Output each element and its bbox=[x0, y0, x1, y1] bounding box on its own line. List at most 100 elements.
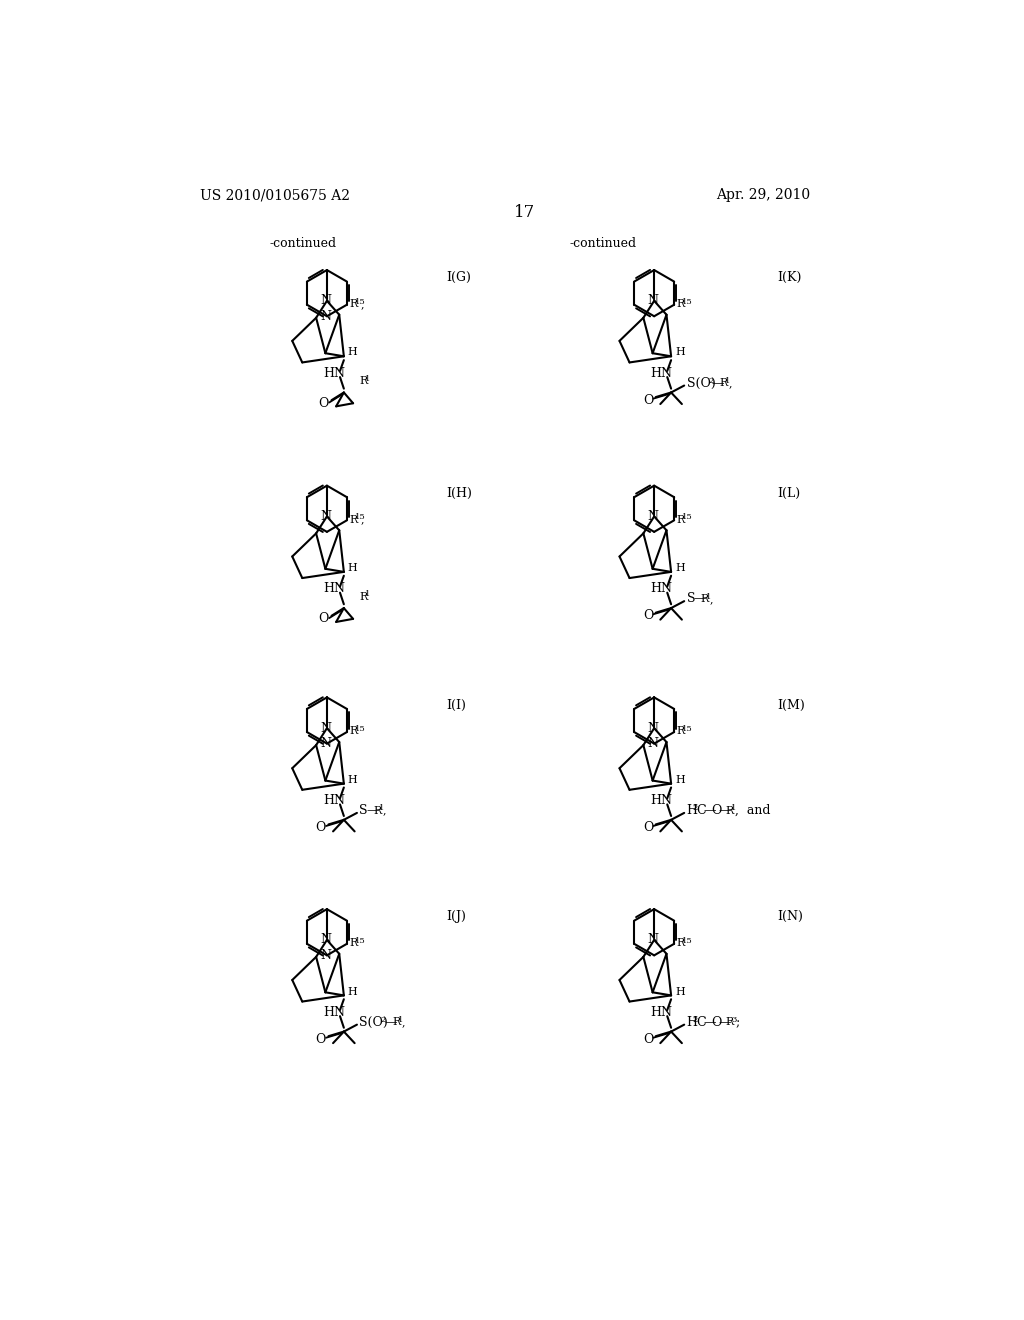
Text: 2: 2 bbox=[381, 1016, 386, 1024]
Text: O: O bbox=[643, 393, 653, 407]
Text: N: N bbox=[647, 722, 658, 735]
Text: O: O bbox=[315, 821, 326, 834]
Text: HN: HN bbox=[650, 1006, 673, 1019]
Text: C: C bbox=[696, 804, 707, 817]
Text: N: N bbox=[319, 737, 331, 750]
Text: I(K): I(K) bbox=[777, 271, 802, 284]
Text: N: N bbox=[319, 949, 331, 962]
Text: 1: 1 bbox=[725, 378, 730, 385]
Text: 15: 15 bbox=[354, 297, 366, 306]
Text: R: R bbox=[349, 726, 357, 737]
Text: N: N bbox=[647, 933, 658, 946]
Text: HN: HN bbox=[323, 367, 345, 380]
Text: -continued: -continued bbox=[569, 236, 637, 249]
Text: O: O bbox=[711, 804, 722, 817]
Text: —: — bbox=[703, 804, 716, 817]
Text: I(N): I(N) bbox=[777, 911, 803, 924]
Text: S: S bbox=[359, 804, 368, 817]
Text: ,: , bbox=[360, 515, 365, 524]
Text: O: O bbox=[643, 1032, 653, 1045]
Text: HN: HN bbox=[323, 795, 345, 807]
Text: R: R bbox=[392, 1018, 400, 1027]
Text: —: — bbox=[718, 804, 730, 817]
Text: 15: 15 bbox=[354, 937, 366, 945]
Text: R: R bbox=[349, 939, 357, 948]
Text: H: H bbox=[686, 1016, 697, 1028]
Text: I(I): I(I) bbox=[446, 698, 466, 711]
Text: US 2010/0105675 A2: US 2010/0105675 A2 bbox=[200, 189, 350, 202]
Text: O: O bbox=[711, 1016, 722, 1028]
Text: R: R bbox=[720, 379, 728, 388]
Text: N: N bbox=[647, 737, 658, 750]
Text: N: N bbox=[319, 722, 331, 735]
Text: 2: 2 bbox=[708, 378, 714, 385]
Text: 1: 1 bbox=[706, 593, 711, 601]
Text: N: N bbox=[319, 310, 331, 323]
Text: HN: HN bbox=[323, 582, 345, 595]
Text: N: N bbox=[319, 294, 331, 308]
Text: H: H bbox=[686, 804, 697, 817]
Text: O: O bbox=[318, 612, 329, 626]
Text: H: H bbox=[675, 775, 685, 785]
Text: ,: , bbox=[382, 805, 386, 816]
Text: C: C bbox=[696, 1016, 707, 1028]
Text: ,: , bbox=[401, 1018, 406, 1027]
Text: I(J): I(J) bbox=[446, 911, 466, 924]
Text: Apr. 29, 2010: Apr. 29, 2010 bbox=[716, 189, 810, 202]
Text: R: R bbox=[677, 726, 685, 737]
Text: I(L): I(L) bbox=[777, 487, 801, 500]
Text: ;: ; bbox=[735, 1016, 739, 1028]
Text: N: N bbox=[647, 510, 658, 523]
Text: 15: 15 bbox=[682, 297, 692, 306]
Text: 17: 17 bbox=[514, 203, 536, 220]
Text: —: — bbox=[712, 376, 724, 389]
Text: R: R bbox=[726, 805, 734, 816]
Text: S(O): S(O) bbox=[359, 1016, 388, 1028]
Text: 15: 15 bbox=[354, 725, 366, 733]
Text: 3: 3 bbox=[731, 1016, 736, 1024]
Text: N: N bbox=[319, 510, 331, 523]
Text: —: — bbox=[718, 1016, 730, 1028]
Text: O: O bbox=[643, 610, 653, 622]
Text: -continued: -continued bbox=[269, 236, 336, 249]
Text: H: H bbox=[348, 564, 357, 573]
Text: R: R bbox=[677, 939, 685, 948]
Text: HN: HN bbox=[650, 367, 673, 380]
Text: S: S bbox=[686, 593, 695, 606]
Text: ,: , bbox=[729, 379, 732, 388]
Text: 1: 1 bbox=[365, 375, 370, 383]
Text: 15: 15 bbox=[682, 937, 692, 945]
Text: 15: 15 bbox=[682, 725, 692, 733]
Text: 15: 15 bbox=[354, 513, 366, 521]
Text: R: R bbox=[359, 376, 368, 385]
Text: R: R bbox=[349, 515, 357, 524]
Text: HN: HN bbox=[650, 795, 673, 807]
Text: H: H bbox=[348, 347, 357, 358]
Text: H: H bbox=[675, 564, 685, 573]
Text: O: O bbox=[318, 397, 329, 409]
Text: H: H bbox=[348, 775, 357, 785]
Text: R: R bbox=[349, 298, 357, 309]
Text: R: R bbox=[700, 594, 709, 603]
Text: H: H bbox=[348, 986, 357, 997]
Text: N: N bbox=[647, 294, 658, 308]
Text: I(M): I(M) bbox=[777, 698, 805, 711]
Text: —: — bbox=[703, 1016, 716, 1028]
Text: R: R bbox=[677, 515, 685, 524]
Text: —: — bbox=[693, 593, 706, 606]
Text: 1: 1 bbox=[365, 590, 370, 598]
Text: O: O bbox=[643, 821, 653, 834]
Text: 1: 1 bbox=[731, 804, 736, 812]
Text: ,  and: , and bbox=[735, 804, 770, 817]
Text: R: R bbox=[373, 805, 381, 816]
Text: O: O bbox=[315, 1032, 326, 1045]
Text: H: H bbox=[675, 986, 685, 997]
Text: 15: 15 bbox=[682, 513, 692, 521]
Text: I(H): I(H) bbox=[446, 487, 472, 500]
Text: —: — bbox=[385, 1016, 397, 1028]
Text: R: R bbox=[677, 298, 685, 309]
Text: R: R bbox=[726, 1018, 734, 1027]
Text: ,: , bbox=[360, 298, 365, 309]
Text: ,: , bbox=[710, 594, 713, 603]
Text: H: H bbox=[675, 347, 685, 358]
